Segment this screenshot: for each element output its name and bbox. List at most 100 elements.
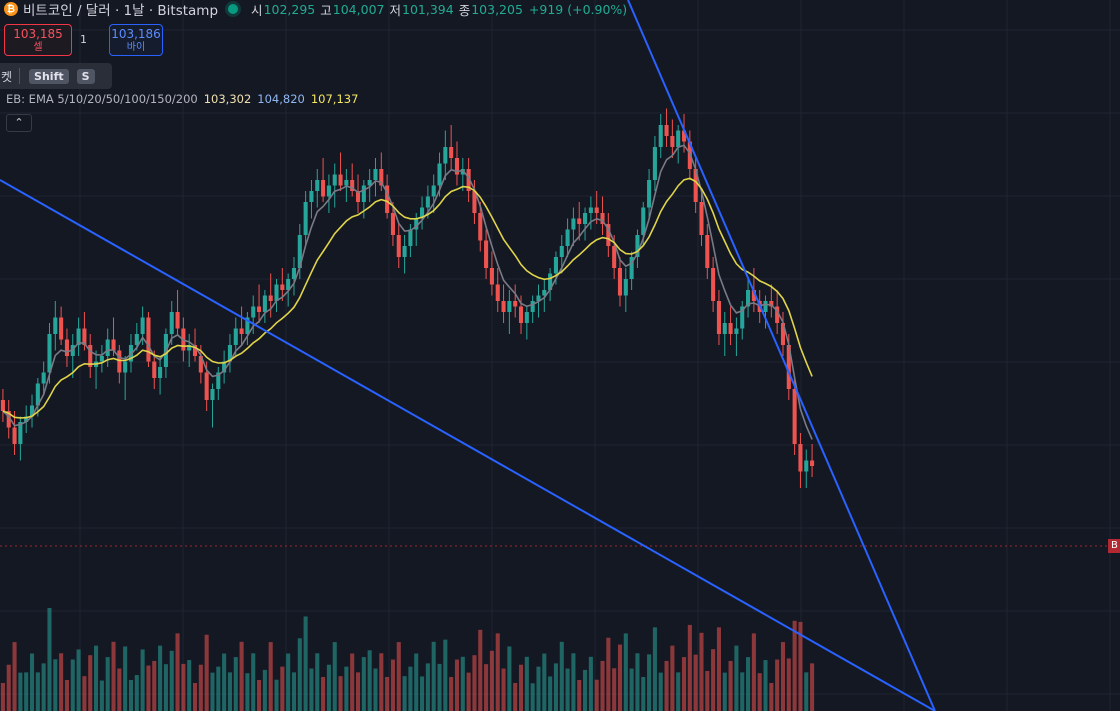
volume-bar bbox=[681, 657, 687, 711]
volume-bar bbox=[158, 645, 163, 711]
volume-bar bbox=[99, 680, 104, 711]
volume-bar bbox=[227, 672, 232, 711]
candle-body bbox=[158, 367, 163, 378]
volume-bar bbox=[559, 641, 564, 711]
candle-body bbox=[775, 306, 780, 323]
order-quantity[interactable]: 1 bbox=[80, 33, 87, 46]
volume-bar bbox=[664, 660, 669, 711]
indicator-value-2: 104,820 bbox=[257, 92, 305, 106]
volume-bar bbox=[489, 650, 494, 711]
volume-bar bbox=[687, 624, 692, 711]
volume-bar bbox=[6, 664, 11, 711]
volume-bar bbox=[245, 673, 250, 711]
candle-body bbox=[12, 427, 17, 444]
candle-body bbox=[99, 356, 104, 362]
volume-bar bbox=[198, 664, 203, 711]
sell-button[interactable]: 103,185 셀 bbox=[4, 24, 72, 56]
candle-body bbox=[402, 246, 407, 257]
volume-bar bbox=[24, 672, 29, 711]
candle-body bbox=[693, 169, 698, 202]
candle-body bbox=[47, 334, 52, 373]
volume-bar bbox=[425, 663, 430, 711]
candle-body bbox=[222, 361, 227, 373]
candle-body bbox=[53, 317, 58, 334]
chevron-up-icon[interactable]: ⌃ bbox=[6, 114, 32, 132]
volume-bar bbox=[617, 644, 623, 711]
volume-bar bbox=[548, 676, 553, 711]
volume-bar bbox=[612, 668, 617, 711]
candle-body bbox=[123, 361, 128, 373]
volume-bar bbox=[146, 665, 151, 711]
volume-bar bbox=[594, 679, 599, 711]
volume-bar bbox=[466, 672, 471, 711]
volume-bar bbox=[553, 663, 558, 711]
volume-bar bbox=[623, 633, 628, 711]
volume-bar bbox=[222, 653, 227, 711]
volume-bar bbox=[478, 629, 483, 711]
candle-body bbox=[64, 339, 69, 356]
candlesticks bbox=[0, 108, 815, 488]
volume-bar bbox=[192, 683, 198, 711]
volume-bar bbox=[29, 653, 35, 711]
volume-bar bbox=[722, 672, 727, 711]
trendline-lower[interactable] bbox=[0, 179, 936, 711]
volume-bar bbox=[117, 668, 122, 711]
candle-body bbox=[239, 328, 244, 334]
market-status-icon bbox=[228, 4, 239, 14]
volume-bar bbox=[728, 660, 733, 711]
candle-body bbox=[169, 312, 174, 334]
candle-body bbox=[670, 136, 675, 147]
ohlc-change: +919 (+0.90%) bbox=[528, 1, 628, 17]
candle-body bbox=[786, 345, 791, 389]
candle-body bbox=[577, 218, 582, 224]
candle-body bbox=[105, 339, 110, 356]
buy-button[interactable]: 103,186 바이 bbox=[109, 24, 163, 56]
volume-bar bbox=[204, 634, 209, 711]
shortcut-divider bbox=[19, 68, 21, 84]
candle-body bbox=[140, 317, 145, 334]
candle-body bbox=[699, 202, 704, 235]
volume-bar bbox=[571, 653, 576, 711]
candle-body bbox=[565, 229, 570, 246]
volume-bar bbox=[402, 676, 407, 711]
candle-body bbox=[29, 405, 35, 417]
indicator-value-3: 107,137 bbox=[310, 92, 359, 106]
volume-bar bbox=[210, 672, 215, 711]
candle-body bbox=[571, 218, 576, 230]
indicator-legend[interactable]: EB: EMA 5/10/20/50/100/150/200 103,302 104… bbox=[6, 92, 358, 106]
volume-bar bbox=[786, 658, 791, 711]
volume-bar bbox=[798, 621, 803, 711]
candle-body bbox=[746, 290, 751, 307]
volume-bar bbox=[152, 660, 157, 711]
candle-body bbox=[641, 207, 646, 235]
volume-bar bbox=[262, 669, 267, 711]
candle-body bbox=[152, 361, 157, 378]
volume-bar bbox=[82, 676, 87, 711]
volume-bar bbox=[35, 672, 40, 711]
trendline-upper[interactable] bbox=[627, 0, 936, 711]
candle-body bbox=[420, 207, 425, 219]
volume-bar bbox=[670, 645, 675, 711]
volume-bar bbox=[484, 664, 489, 711]
volume-bar bbox=[297, 638, 302, 711]
candle-body bbox=[59, 317, 64, 340]
candle-body bbox=[810, 460, 815, 466]
candle-body bbox=[664, 125, 669, 136]
buy-label: 바이 bbox=[126, 42, 146, 53]
ohlc-low-key: 저 bbox=[389, 2, 401, 18]
volume-bar bbox=[274, 679, 279, 711]
shortcut-key-shift: Shift bbox=[29, 68, 69, 84]
shortcut-hint: 켓 Shift S bbox=[0, 63, 112, 89]
candle-body bbox=[484, 240, 489, 268]
symbol-title[interactable]: 비트코인 / 달러 · 1날 · Bitstamp bbox=[23, 3, 219, 19]
candle-body bbox=[361, 185, 366, 202]
candle-body bbox=[798, 444, 803, 472]
volume-bar bbox=[420, 676, 425, 711]
volume-bar bbox=[536, 666, 541, 711]
volume-bar bbox=[408, 666, 413, 711]
volume-bar bbox=[361, 657, 366, 711]
candle-body bbox=[466, 169, 471, 191]
candle-body bbox=[204, 372, 209, 400]
volume-bar bbox=[169, 650, 174, 711]
